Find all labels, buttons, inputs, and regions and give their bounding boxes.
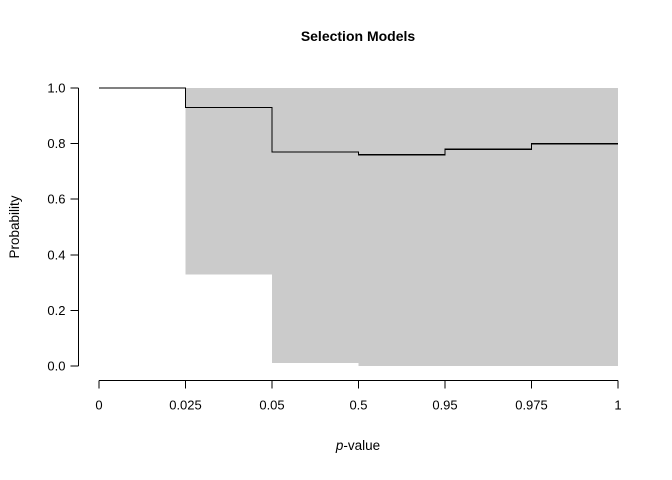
x-tick-label: 1 (614, 398, 621, 413)
y-tick-label: 0.6 (47, 192, 65, 207)
x-tick-label: 0 (95, 398, 102, 413)
axes: 0.0 0.2 0.4 0.6 0.8 1.0 0 0.025 0.05 0.5 0.95 0.975… (47, 81, 621, 413)
x-tick-label: 0.05 (259, 398, 284, 413)
x-axis-label: p-value (335, 438, 380, 453)
step-line-path (99, 87, 618, 156)
x-tick-label: 0.5 (349, 398, 367, 413)
confidence-band-segment (445, 88, 532, 366)
y-axis-label: Probability (7, 195, 22, 258)
x-tick-label: 0.95 (432, 398, 457, 413)
y-tick-label: 0.0 (47, 359, 65, 374)
confidence-band (185, 88, 618, 366)
y-tick-label: 0.8 (47, 136, 65, 151)
estimate-step-line (99, 87, 618, 156)
confidence-band-segment (531, 88, 618, 366)
y-tick-label: 0.4 (47, 247, 65, 262)
confidence-band-segment (272, 88, 359, 364)
x-tick-label: 0.025 (169, 398, 202, 413)
y-tick-label: 1.0 (47, 81, 65, 96)
confidence-band-segment (358, 88, 445, 366)
x-axis-label-rest: -value (343, 438, 380, 453)
x-axis-label-italic-p: p (335, 438, 344, 453)
confidence-band-segment (185, 88, 272, 275)
y-tick-label: 0.2 (47, 303, 65, 318)
x-tick-label: 0.975 (515, 398, 548, 413)
chart-title: Selection Models (301, 28, 416, 44)
